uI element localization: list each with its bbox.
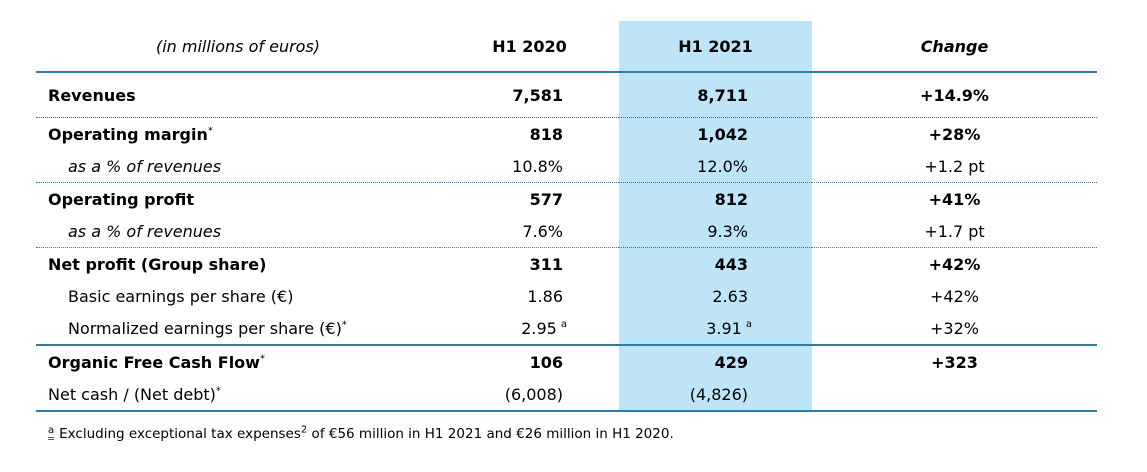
table-row-operating-margin: Operating margin* 818 1,042 +28% [36,117,1097,151]
value-h1-2020: 2.95 a [521,318,567,338]
row-label: Revenues [48,85,136,105]
financial-results-table: (in millions of euros) H1 2020 H1 2021 C… [36,21,1097,412]
value-h1-2021: 443 [714,254,748,274]
row-label: Operating margin* [48,124,213,144]
value-change: +14.9% [920,85,989,105]
value-h1-2020: 311 [529,254,563,274]
footnote: a Excluding exceptional tax expenses2 of … [48,425,1147,443]
column-header-h1-2020: H1 2020 [492,36,567,56]
value-change: +42% [930,286,979,306]
column-header-change: Change [920,36,989,56]
value-h1-2021: 2.63 [712,286,748,306]
value-h1-2021: 8,711 [697,85,748,105]
asterisk-note: * [215,385,221,397]
footnote-text: Excluding exceptional tax expenses [59,426,301,442]
row-label: Organic Free Cash Flow* [48,352,265,372]
table-row-normalized-eps: Normalized earnings per share (€)* 2.95 a… [36,312,1097,345]
value-h1-2020: 10.8% [512,156,563,176]
table-row-operating-profit: Operating profit 577 812 +41% [36,182,1097,216]
value-h1-2021: 1,042 [697,124,748,144]
value-h1-2020: 577 [529,189,563,209]
value-h1-2021: (4,826) [689,384,748,404]
table-row-revenues: Revenues 7,581 8,711 +14.9% [36,72,1097,118]
value-change: +1.7 pt [924,221,985,241]
table-row-basic-eps: Basic earnings per share (€) 1.86 2.63 +… [36,280,1097,312]
row-label: as a % of revenues [68,156,222,176]
value-h1-2021: 812 [714,189,748,209]
value-h1-2020: 7.6% [522,221,563,241]
value-h1-2020: (6,008) [504,384,563,404]
row-label: Basic earnings per share (€) [68,286,294,306]
footnote-ref-2: 2 [300,424,308,436]
row-label: as a % of revenues [68,221,222,241]
footnote-a-marker: a [560,319,567,331]
footnote-anchor-a: a [48,426,55,440]
value-h1-2021: 9.3% [707,221,748,241]
table-row-net-cash: Net cash / (Net debt)* (6,008) (4,826) [36,378,1097,411]
asterisk-note: * [207,125,213,137]
table-row-operating-margin-pct: as a % of revenues 10.8% 12.0% +1.2 pt [36,150,1097,183]
value-change: +323 [931,352,978,372]
footnote-a-marker: a [745,319,752,331]
value-change: +1.2 pt [924,156,985,176]
asterisk-note: * [341,319,347,331]
value-h1-2020: 1.86 [527,286,563,306]
unit-header: (in millions of euros) [155,36,321,56]
table-row-net-profit: Net profit (Group share) 311 443 +42% [36,247,1097,281]
table-row-organic-fcf: Organic Free Cash Flow* 106 429 +323 [36,345,1097,378]
value-change: +28% [928,124,981,144]
value-h1-2020: 818 [529,124,563,144]
value-h1-2020: 106 [529,352,563,372]
value-change [812,378,1097,411]
value-h1-2020: 7,581 [512,85,563,105]
value-change: +42% [928,254,981,274]
value-h1-2021: 12.0% [697,156,748,176]
row-label: Net cash / (Net debt)* [48,384,221,404]
row-label: Normalized earnings per share (€)* [68,318,347,338]
row-label: Net profit (Group share) [48,254,267,274]
value-h1-2021: 429 [714,352,748,372]
column-header-h1-2021: H1 2021 [678,36,753,56]
value-change: +41% [928,189,981,209]
footnote-text-after: of €56 million in H1 2021 and €26 millio… [307,426,674,442]
table-header-row: (in millions of euros) H1 2020 H1 2021 C… [36,21,1097,72]
value-change: +32% [930,318,979,338]
row-label: Operating profit [48,189,194,209]
table-row-operating-profit-pct: as a % of revenues 7.6% 9.3% +1.7 pt [36,215,1097,248]
asterisk-note: * [259,353,265,365]
value-h1-2021: 3.91 a [706,318,752,338]
